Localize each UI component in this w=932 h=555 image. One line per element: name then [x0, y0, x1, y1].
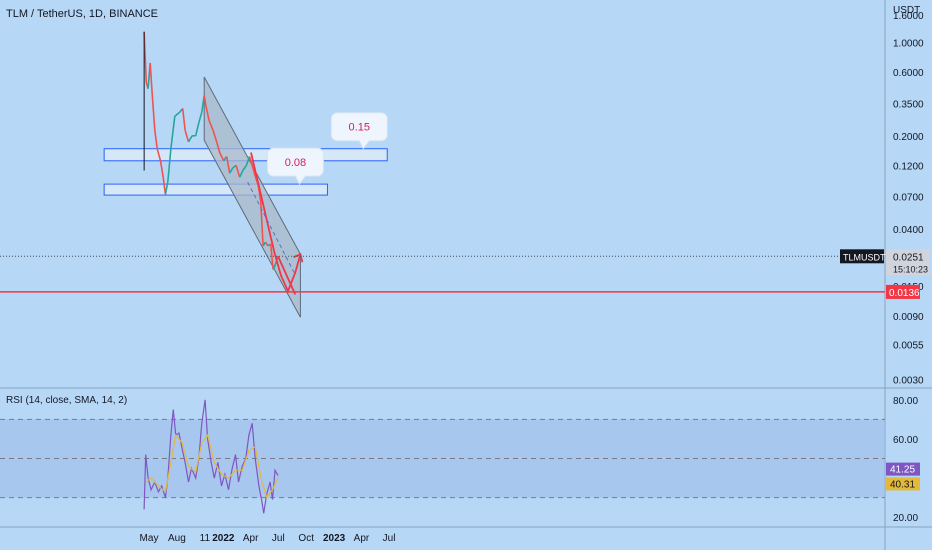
price-segment — [225, 156, 231, 174]
rsi-title: RSI (14, close, SMA, 14, 2) — [6, 395, 127, 406]
price-segment — [154, 130, 158, 149]
price-segment — [208, 120, 214, 131]
time-tick-label: Jul — [272, 533, 285, 544]
price-tick-label: 0.3500 — [893, 99, 924, 110]
price-tick-label: 0.0700 — [893, 193, 924, 204]
price-segment — [167, 148, 172, 183]
price-segment — [215, 141, 221, 153]
price-segment — [174, 111, 181, 117]
price-segment — [198, 111, 203, 124]
time-axis: May Aug 11 2022 Apr Jul Oct 2023 Apr Jul — [140, 533, 396, 544]
rsi-value-badge — [886, 462, 920, 476]
price-tick-label: 0.2000 — [893, 132, 924, 143]
zone-rectangle-0.08[interactable] — [103, 183, 328, 196]
zone-callout-bubble[interactable] — [266, 147, 324, 186]
price-segment — [201, 95, 205, 113]
rsi-tick-label: 20.00 — [893, 513, 918, 524]
time-tick-label: 2023 — [323, 533, 346, 544]
price-tick-label: 0.0400 — [893, 225, 924, 236]
price-unit-label: USDT — [893, 5, 920, 16]
rsi-value-badges: 41.25 40.31 — [886, 462, 920, 491]
price-segment — [181, 108, 186, 131]
price-segment — [238, 170, 244, 178]
price-segment — [205, 106, 210, 121]
price-tick-label: 0.0055 — [893, 340, 924, 351]
time-tick-label: Jul — [383, 533, 396, 544]
time-tick-label: Apr — [243, 533, 259, 544]
rsi-tick-label: 60.00 — [893, 435, 918, 446]
time-tick-label: 11 — [200, 533, 211, 544]
price-segment — [242, 164, 248, 171]
price-tick-label: 0.1200 — [893, 161, 924, 172]
time-tick-label: Oct — [298, 533, 314, 544]
price-segment — [159, 160, 164, 177]
price-segment — [235, 165, 241, 178]
rsi-value-label: 41.25 — [890, 465, 915, 476]
price-segment — [203, 95, 207, 107]
price-tick-label: 1.0000 — [893, 38, 924, 49]
price-segment — [194, 122, 200, 136]
price-segment — [151, 95, 156, 131]
price-segment — [162, 175, 167, 195]
price-segment — [229, 167, 234, 174]
support-price-label: 0.0136 — [889, 288, 920, 299]
zone-callout-label: 0.15 — [349, 122, 370, 134]
price-segment — [212, 129, 218, 143]
price-segment — [251, 165, 256, 177]
main-chart-title: TLM / TetherUS, 1D, BINANCE — [6, 8, 158, 20]
projection-alt-path[interactable] — [277, 255, 297, 295]
last-price-label: 0.0251 — [893, 252, 924, 263]
symbol-label: TLMUSDT — [843, 252, 886, 262]
price-segment — [272, 263, 277, 270]
zone-callout-bubble[interactable] — [330, 112, 388, 150]
rsi-line — [143, 399, 279, 514]
time-tick-label: May — [140, 533, 159, 544]
time-tick-label: Aug — [168, 533, 186, 544]
projection-dashed-line — [247, 181, 295, 273]
rsi-pane: 80.00 60.00 20.00 — [0, 396, 918, 524]
price-tick-label: 0.6000 — [893, 68, 924, 79]
price-segment — [245, 156, 251, 166]
countdown-label: 15:10:23 — [893, 264, 928, 274]
sma-line — [145, 433, 279, 499]
symbol-badge — [840, 249, 884, 264]
price-segment — [184, 129, 190, 143]
sma-value-badge — [886, 477, 920, 491]
price-segment — [269, 243, 274, 270]
price-segment — [149, 62, 154, 96]
projection-path[interactable] — [250, 152, 302, 294]
time-tick-label: Apr — [354, 533, 370, 544]
sma-value-label: 40.31 — [890, 479, 915, 490]
price-segment — [170, 116, 176, 149]
rsi-tick-label: 80.00 — [893, 396, 918, 407]
price-projection[interactable] — [247, 152, 304, 295]
price-tick-label: 0.0030 — [893, 376, 924, 387]
time-tick-label: 2022 — [212, 533, 235, 544]
price-segment — [187, 135, 193, 143]
price-segment — [248, 156, 253, 166]
price-segment — [156, 148, 162, 162]
price-tick-label: 1.6000 — [893, 11, 924, 22]
price-segment — [218, 152, 225, 162]
price-tick-label: 0.0090 — [893, 312, 924, 323]
price-segment — [164, 181, 169, 195]
projection-arrowhead — [293, 253, 304, 263]
zone-callout-label: 0.08 — [285, 157, 306, 169]
last-price-badge — [886, 249, 930, 276]
support-price-badge — [886, 284, 920, 299]
